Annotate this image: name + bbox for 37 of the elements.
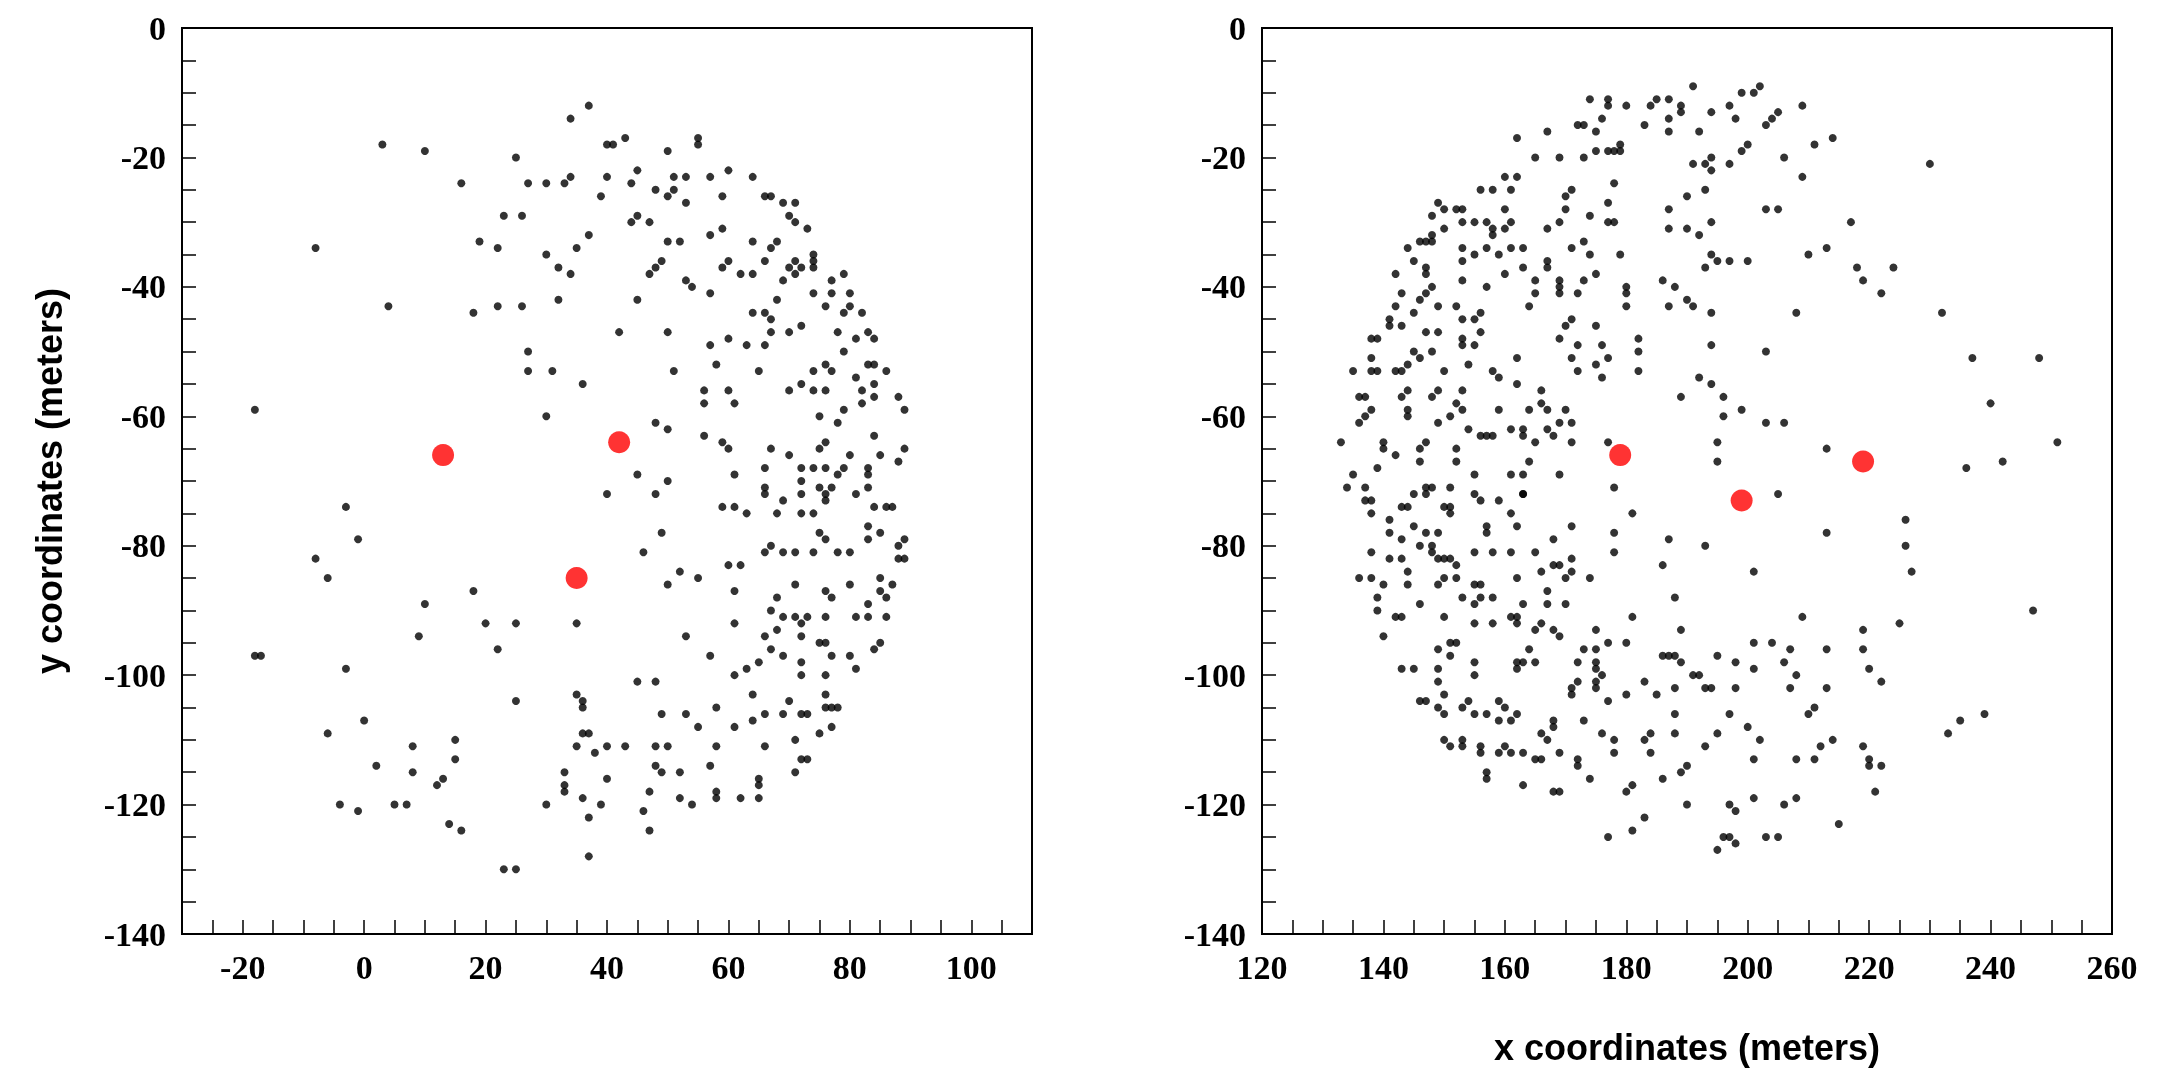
y-tick-label: -60 xyxy=(1200,397,1246,435)
x-tick-label: 220 xyxy=(1843,948,1895,986)
y-tick-label: -120 xyxy=(1183,786,1246,824)
y-tick-label: -100 xyxy=(103,656,166,694)
x-tick-label: 80 xyxy=(832,948,867,986)
point xyxy=(565,567,588,590)
y-tick-label: -100 xyxy=(1183,656,1246,694)
y-tick-label: -140 xyxy=(103,915,166,953)
point xyxy=(608,431,631,454)
point xyxy=(432,444,455,467)
x-axis-title: x coordinates (meters) xyxy=(1493,1026,1881,1068)
x-tick-label: 180 xyxy=(1600,948,1652,986)
y-tick-label: -20 xyxy=(1200,138,1246,176)
y-tick-label: -120 xyxy=(103,786,166,824)
x-tick-label: 0 xyxy=(355,948,373,986)
y-tick-label: -60 xyxy=(120,397,166,435)
y-axis-title: y coordinates (meters) xyxy=(28,287,70,675)
y-tick-label: 0 xyxy=(1229,9,1246,47)
x-tick-label: 260 xyxy=(2086,948,2138,986)
x-tick-label: 160 xyxy=(1479,948,1531,986)
x-tick-label: -20 xyxy=(220,948,266,986)
x-tick-label: 100 xyxy=(945,948,997,986)
y-tick-label: -40 xyxy=(1200,268,1246,306)
x-tick-label: 20 xyxy=(468,948,503,986)
x-tick-label: 60 xyxy=(711,948,746,986)
point xyxy=(1852,450,1875,473)
y-tick-label: -80 xyxy=(120,527,166,565)
point xyxy=(1730,489,1753,512)
x-tick-label: 200 xyxy=(1722,948,1774,986)
y-tick-label: 0 xyxy=(149,9,166,47)
point xyxy=(1609,444,1632,467)
y-tick-label: -80 xyxy=(1200,527,1246,565)
x-tick-label: 40 xyxy=(590,948,624,986)
y-tick-label: -40 xyxy=(120,268,166,306)
y-tick-label: -20 xyxy=(120,138,166,176)
x-tick-label: 240 xyxy=(1965,948,2017,986)
x-tick-label: 140 xyxy=(1357,948,1409,986)
